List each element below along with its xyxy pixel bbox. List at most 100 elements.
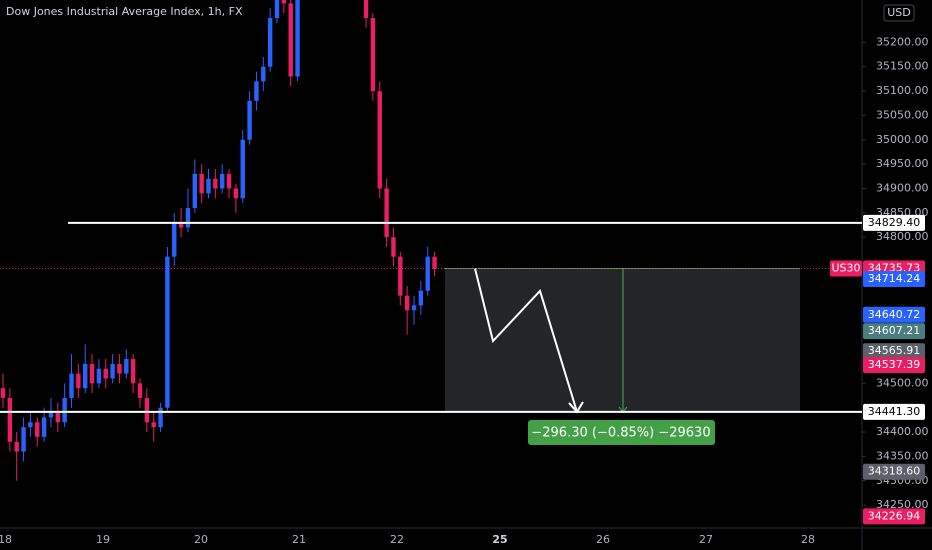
candle-body xyxy=(233,188,239,199)
y-tick-label: 34350.00 xyxy=(876,449,929,462)
candle-body xyxy=(35,422,40,437)
candle-body xyxy=(178,222,184,228)
candle-body xyxy=(137,383,143,398)
y-tick-label: 35150.00 xyxy=(876,60,929,73)
y-tick-label: 35100.00 xyxy=(876,84,929,97)
price-badge xyxy=(863,343,925,360)
candle-body xyxy=(247,100,252,140)
candle-body xyxy=(240,139,245,199)
result-label: −296.30 (−0.85%) −29630 xyxy=(531,426,710,441)
candle-body xyxy=(41,417,47,437)
price-badge xyxy=(863,357,925,374)
candle-body xyxy=(432,256,437,269)
price-badge-label: 34226.94 xyxy=(868,509,921,522)
y-tick-label: 35050.00 xyxy=(876,108,929,121)
price-badge xyxy=(863,508,925,525)
x-tick-label: 20 xyxy=(194,533,208,546)
candle-body xyxy=(172,222,177,257)
y-tick-label: 34400.00 xyxy=(876,425,929,438)
candle-body xyxy=(69,373,74,398)
candle-body xyxy=(377,91,382,189)
x-tick-label: 19 xyxy=(96,533,110,546)
candle-body xyxy=(398,256,403,296)
y-tick-label: 35200.00 xyxy=(876,35,929,48)
y-tick-label: 34500.00 xyxy=(876,376,929,389)
price-badge-label: 34829.40 xyxy=(868,216,921,229)
y-tick-label: 35000.00 xyxy=(876,133,929,146)
candle-body xyxy=(391,237,396,257)
candle-body xyxy=(425,256,430,291)
candle-body xyxy=(76,373,81,389)
candle-body xyxy=(295,0,300,77)
price-badge-label: 34537.39 xyxy=(868,358,921,371)
candle-body xyxy=(384,188,389,238)
candle-body xyxy=(404,295,410,311)
price-badge xyxy=(863,270,925,287)
candle-body xyxy=(281,0,287,4)
candle-body xyxy=(199,173,204,194)
candle-body xyxy=(192,173,197,208)
price-badge-label: 34565.91 xyxy=(868,344,921,357)
y-tick-label: 34950.00 xyxy=(876,157,929,170)
candle-body xyxy=(288,3,293,77)
candle-body xyxy=(0,388,6,398)
candle-body xyxy=(124,358,129,374)
candle-body xyxy=(55,412,60,423)
symbol-label: US30 xyxy=(831,262,860,275)
result-box xyxy=(528,420,715,445)
y-tick-label: 34900.00 xyxy=(876,182,929,195)
candle-body xyxy=(21,427,26,452)
x-tick-label: 28 xyxy=(801,533,815,546)
candle-body xyxy=(206,178,211,194)
candle-body xyxy=(226,173,232,189)
candle-body xyxy=(213,178,218,189)
chart-title: Dow Jones Industrial Average Index, 1h, … xyxy=(6,5,243,18)
price-badge xyxy=(863,463,925,480)
candle-body xyxy=(158,407,163,428)
price-badge xyxy=(863,403,925,420)
price-badge xyxy=(863,323,925,340)
x-tick-label: 21 xyxy=(292,533,306,546)
candle-body xyxy=(130,358,136,384)
price-badge-label: 34714.24 xyxy=(868,272,921,285)
candle-body xyxy=(28,422,33,428)
x-tick-label: 18 xyxy=(0,533,12,546)
candle-body xyxy=(48,412,54,418)
candle-body xyxy=(83,363,88,389)
candle-body xyxy=(363,0,369,19)
x-tick-label: 26 xyxy=(596,533,610,546)
candle-body xyxy=(185,207,191,228)
price-badge-label: 34640.72 xyxy=(868,308,921,321)
x-tick-label: 22 xyxy=(390,533,404,546)
y-tick-label: 34250.00 xyxy=(876,498,929,511)
price-badge-label: 34318.60 xyxy=(868,465,921,478)
candle-body xyxy=(103,368,108,379)
y-tick-label: 34800.00 xyxy=(876,230,929,243)
candle-body xyxy=(254,81,259,101)
candle-body xyxy=(89,363,95,384)
candle-body xyxy=(14,441,19,452)
candle-body xyxy=(267,18,273,67)
currency-label: USD xyxy=(887,6,911,19)
candle-body xyxy=(411,305,417,311)
x-tick-label: 27 xyxy=(699,533,713,546)
x-tick-label: 25 xyxy=(492,533,507,546)
candle-body xyxy=(370,18,376,92)
candle-body xyxy=(110,363,115,379)
symbol-badge xyxy=(830,260,862,277)
price-badge-label: 34441.30 xyxy=(868,405,921,418)
projection-arrow xyxy=(474,268,578,413)
candle-body xyxy=(165,256,170,408)
currency-badge xyxy=(883,4,915,22)
plot xyxy=(0,0,862,481)
price-axis: 35200.00 35150.00 35100.00 35050.00 35000.00… xyxy=(862,35,929,525)
candle-body xyxy=(62,397,67,423)
price-badge xyxy=(863,306,925,323)
candle-body xyxy=(274,0,280,19)
candle-body xyxy=(96,368,102,384)
candle-body xyxy=(7,397,13,442)
price-badge-label: 34607.21 xyxy=(868,324,921,337)
candle-body xyxy=(144,397,150,423)
